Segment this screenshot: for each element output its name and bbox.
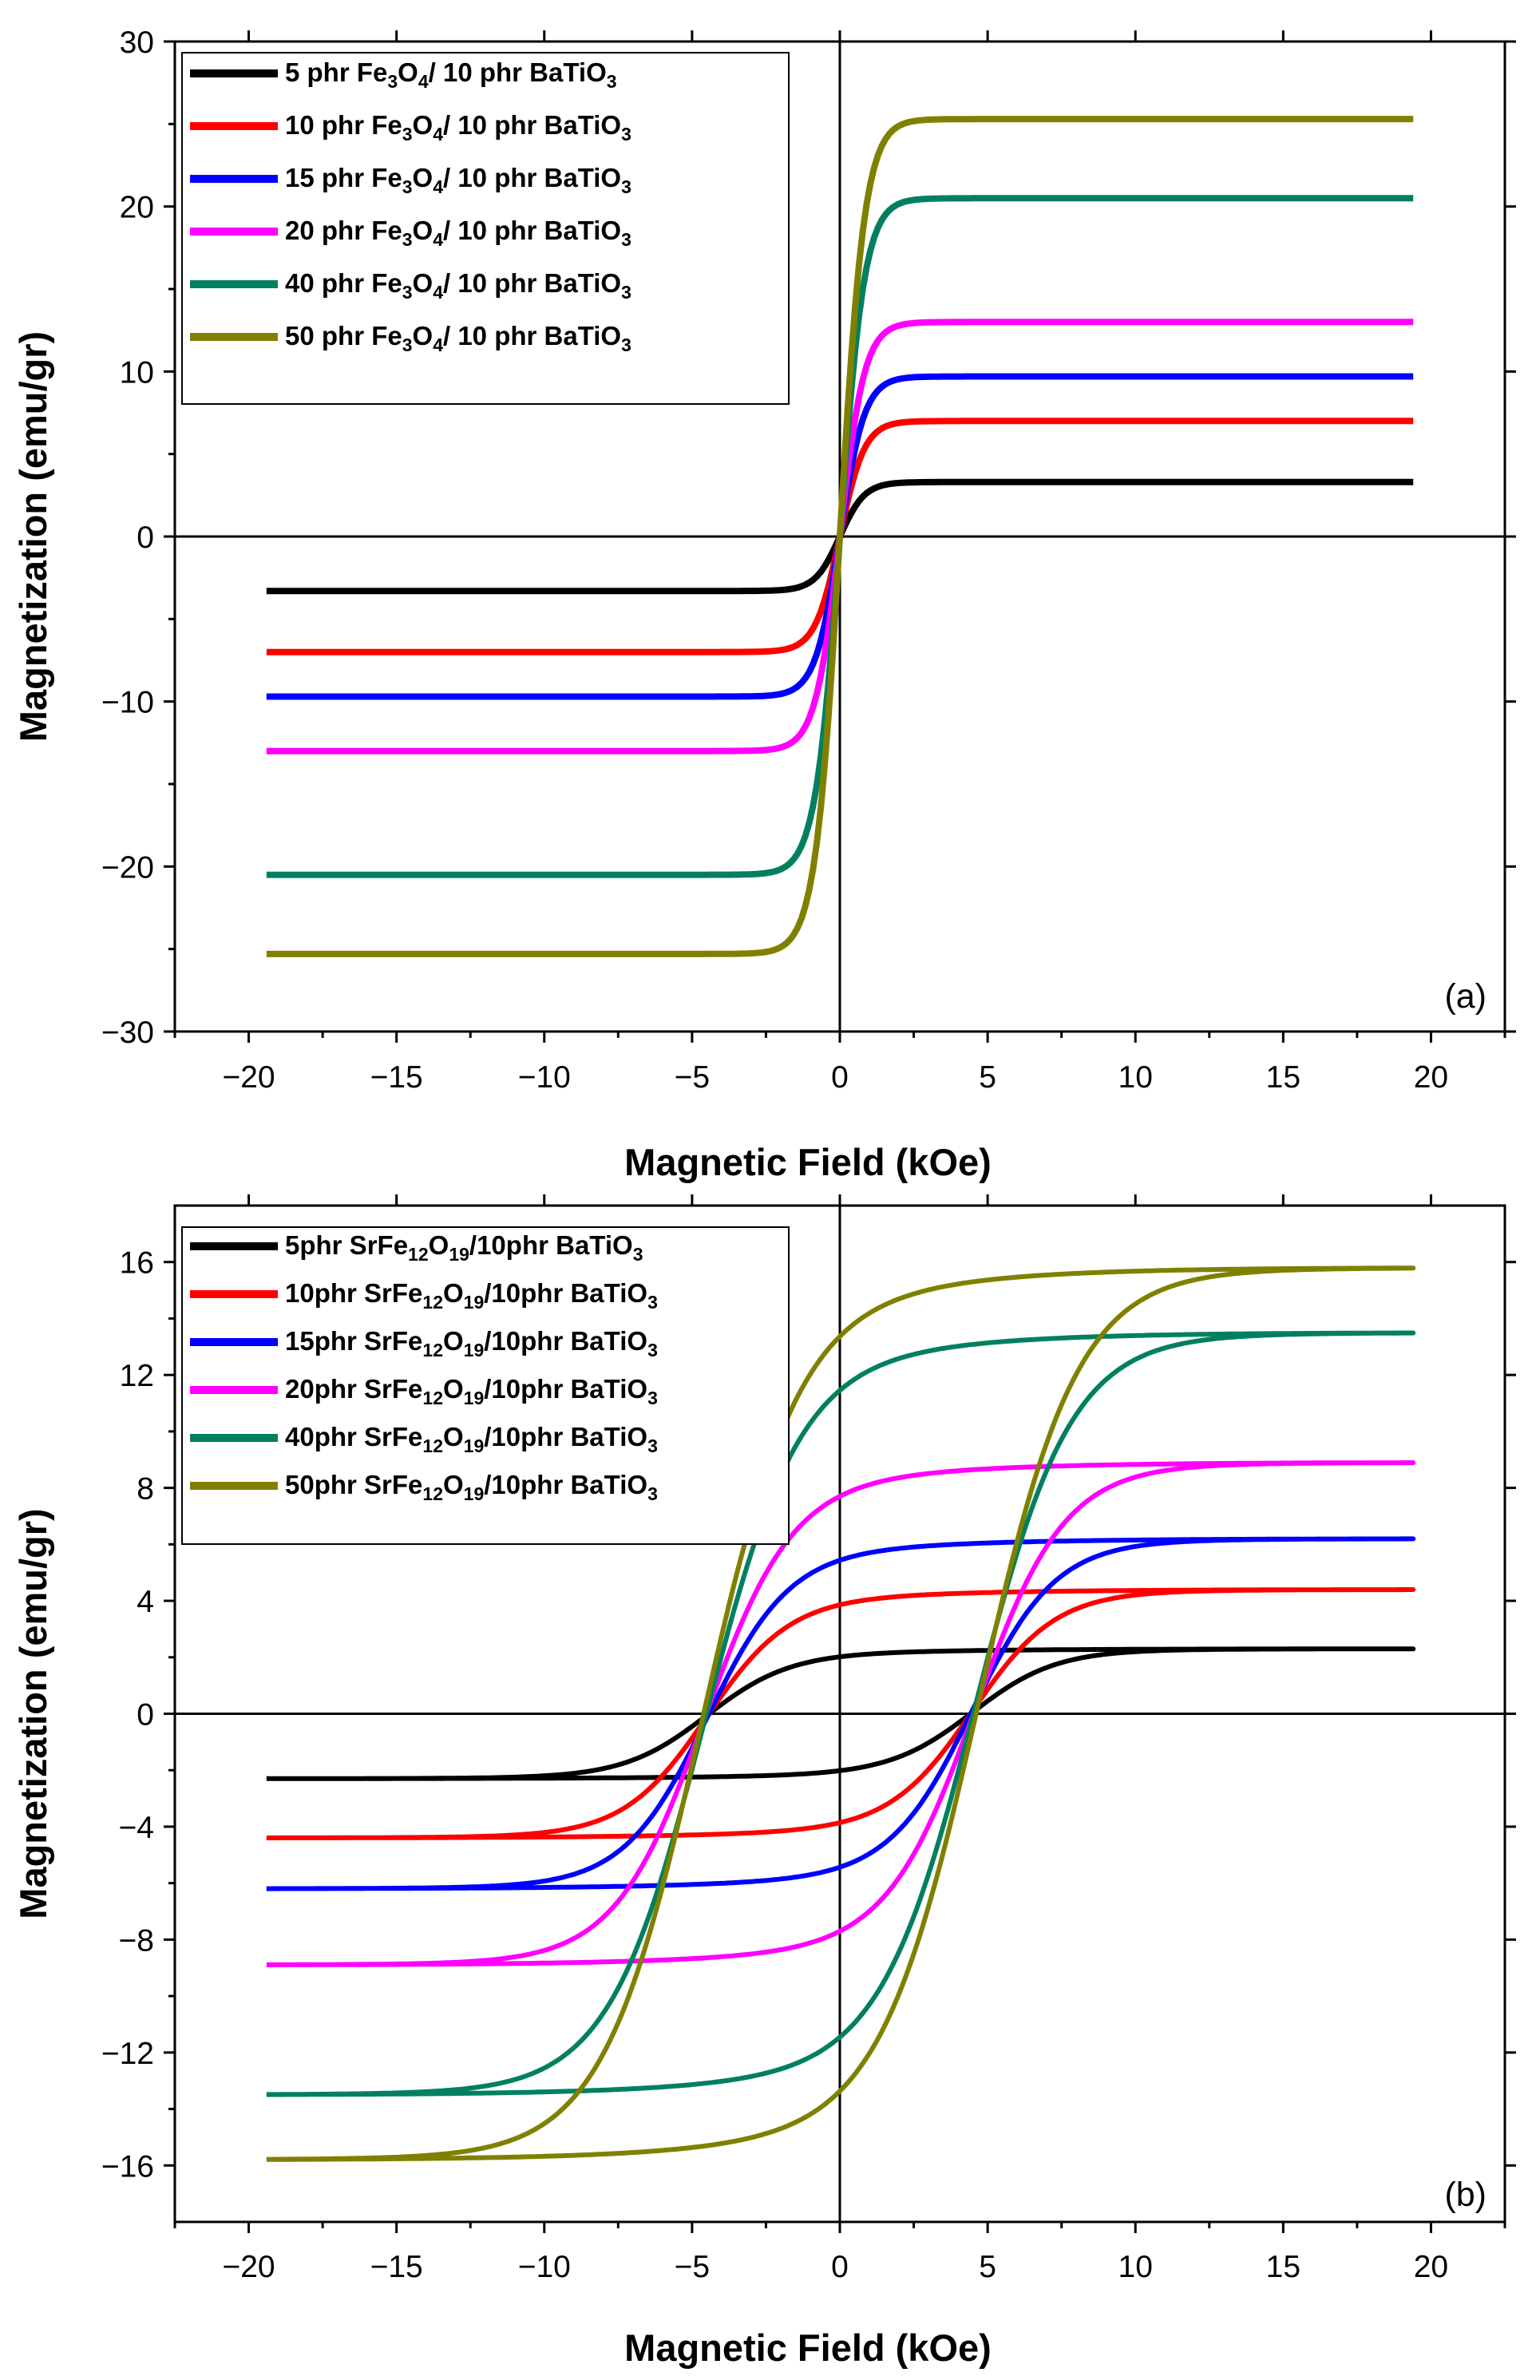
legend-box	[181, 52, 790, 405]
y-tick-label: −10	[101, 686, 154, 720]
x-tick-label: −20	[222, 2250, 275, 2284]
panel-a: −20 −15 −10 −5 0 5 10 15 20 −30 −20 −10 0 10 20 30 Magne…	[12, 26, 1516, 1183]
legend-label: 40 phr Fe3O4/ 10 phr BaTiO3	[285, 268, 631, 303]
legend-label: 5phr SrFe12O19/10phr BaTiO3	[285, 1230, 643, 1265]
x-tick-label: 15	[1266, 1060, 1300, 1095]
x-tick-label: 5	[979, 2250, 996, 2284]
legend-label: 10 phr Fe3O4/ 10 phr BaTiO3	[285, 110, 631, 145]
y-axis-title: Magnetization (emu/gr)	[12, 331, 54, 742]
x-tick-label: −15	[370, 1060, 423, 1095]
y-tick-label: −8	[119, 1923, 154, 1958]
legend-label: 15 phr Fe3O4/ 10 phr BaTiO3	[285, 163, 631, 197]
x-tick-label: −5	[675, 2250, 710, 2284]
x-tick-label: −10	[518, 2250, 571, 2284]
y-tick-label: 10	[120, 355, 154, 390]
x-tick-label: 20	[1414, 1060, 1448, 1095]
y-tick-label: 0	[137, 1698, 154, 1733]
y-tick-label: 8	[137, 1472, 154, 1507]
y-tick-label: 16	[120, 1246, 154, 1281]
panel-label: (a)	[1444, 977, 1487, 1016]
series-loop-b-2	[266, 1587, 1416, 1840]
series-loop-b-5	[266, 1330, 1416, 2097]
series-loop-b-6	[266, 1265, 1416, 2162]
legend-label: 10phr SrFe12O19/10phr BaTiO3	[285, 1278, 658, 1313]
series-loop-b-1	[266, 1646, 1416, 1781]
legend-box	[181, 1226, 790, 1545]
y-tick-label: 4	[137, 1585, 154, 1619]
legend-label: 40phr SrFe12O19/10phr BaTiO3	[285, 1422, 658, 1456]
legend-label: 20phr SrFe12O19/10phr BaTiO3	[285, 1374, 658, 1408]
panel-b: −20 −15 −10 −5 0 5 10 15 20 −16 −12 −8 −4 0 4 8 12 16 Magn…	[12, 1194, 1516, 2369]
x-tick-label: −10	[518, 1060, 571, 1095]
series-loop-b-4	[266, 1460, 1416, 1967]
x-tick-label: 10	[1118, 1060, 1153, 1095]
y-tick-label: −30	[101, 1016, 154, 1050]
x-tick-label: 10	[1118, 2250, 1153, 2284]
legend-label: 15phr SrFe12O19/10phr BaTiO3	[285, 1326, 658, 1360]
legend-label: 20 phr Fe3O4/ 10 phr BaTiO3	[285, 216, 631, 250]
x-tick-label: 20	[1414, 2250, 1448, 2284]
y-tick-label: −4	[119, 1811, 154, 1845]
x-tick-label: 0	[831, 2250, 849, 2284]
y-axis-title: Magnetization (emu/gr)	[12, 1508, 54, 1919]
y-tick-label: 20	[120, 191, 154, 225]
x-tick-label: −20	[222, 1060, 275, 1095]
x-tick-label: 15	[1266, 2250, 1300, 2284]
y-tick-label: −16	[101, 2149, 154, 2184]
legend-label: 50phr SrFe12O19/10phr BaTiO3	[285, 1470, 658, 1504]
x-tick-label: 5	[979, 1060, 996, 1095]
y-tick-label: 0	[137, 521, 154, 555]
x-axis-title: Magnetic Field (kOe)	[624, 2327, 992, 2369]
y-tick-label: −20	[101, 850, 154, 885]
legend-label: 50 phr Fe3O4/ 10 phr BaTiO3	[285, 321, 631, 355]
x-axis-title: Magnetic Field (kOe)	[624, 1141, 992, 1183]
panel-label: (b)	[1444, 2176, 1487, 2214]
y-tick-label: 12	[120, 1359, 154, 1393]
y-tick-label: −12	[101, 2037, 154, 2071]
x-tick-label: −15	[370, 2250, 423, 2284]
legend-label: 5 phr Fe3O4/ 10 phr BaTiO3	[285, 57, 617, 92]
x-tick-label: 0	[831, 1060, 849, 1095]
y-tick-label: 30	[120, 26, 154, 60]
series-line-a-6	[266, 116, 1414, 957]
x-tick-label: −5	[675, 1060, 710, 1095]
series-loop-b-3	[266, 1536, 1416, 1891]
